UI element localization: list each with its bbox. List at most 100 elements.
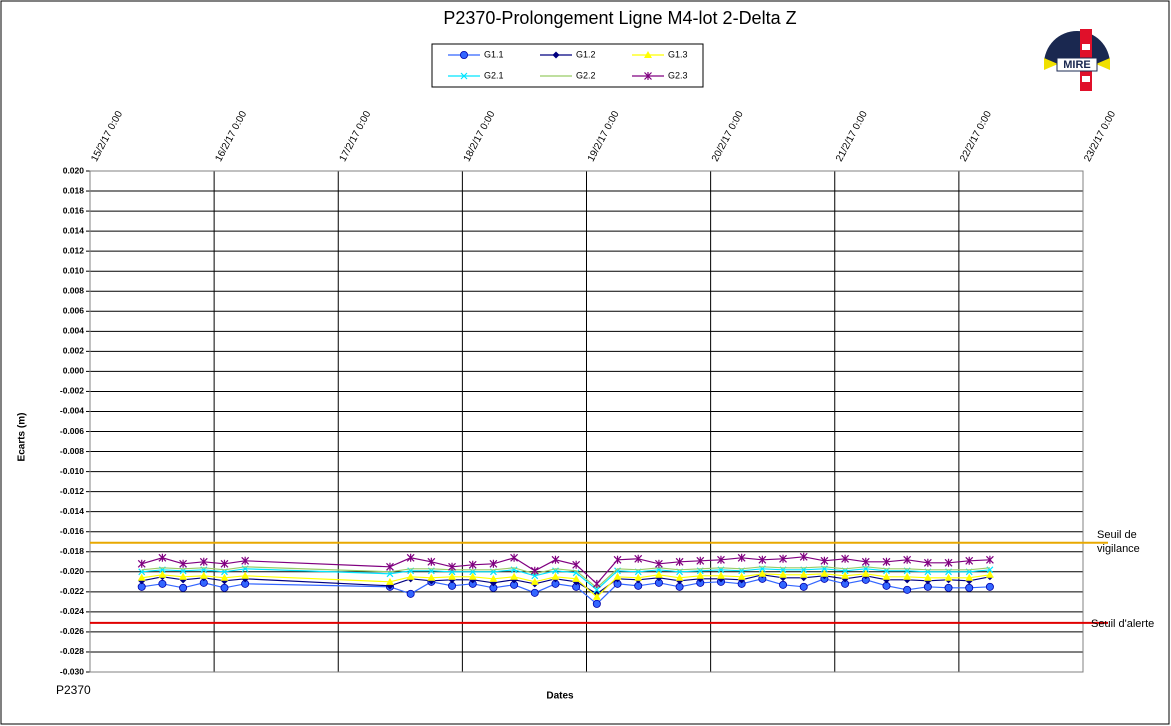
y-tick-label: 0.004	[63, 326, 85, 336]
legend-label: G1.1	[484, 49, 504, 59]
marker	[179, 572, 188, 580]
y-tick-label: -0.018	[60, 546, 84, 556]
marker	[717, 555, 725, 564]
marker	[510, 553, 519, 562]
marker	[675, 557, 684, 566]
marker	[459, 51, 468, 60]
marker	[644, 51, 652, 58]
marker	[220, 559, 229, 568]
marker	[530, 577, 539, 585]
marker	[530, 588, 539, 597]
marker	[903, 585, 912, 594]
y-tick-label: -0.006	[60, 426, 84, 436]
y-tick-label: 0.008	[63, 285, 85, 295]
y-tick-label: -0.014	[60, 506, 84, 516]
marker	[696, 556, 705, 565]
marker	[241, 571, 250, 579]
marker	[985, 570, 994, 578]
marker	[460, 72, 468, 80]
marker	[468, 560, 477, 569]
marker	[737, 572, 746, 580]
marker	[613, 555, 622, 564]
marker	[923, 558, 932, 567]
footer-label: P2370	[56, 683, 91, 697]
marker	[593, 586, 601, 594]
marker	[406, 572, 415, 580]
threshold-label: Seuil de vigilance	[1097, 528, 1140, 555]
marker	[406, 553, 415, 562]
marker	[530, 566, 539, 575]
y-tick-label: -0.008	[60, 446, 84, 456]
y-tick-label: -0.012	[60, 486, 84, 496]
marker	[841, 554, 850, 563]
marker	[820, 569, 829, 577]
marker	[551, 555, 560, 564]
marker	[779, 554, 787, 563]
marker	[592, 599, 601, 608]
y-tick-label: 0.002	[63, 346, 85, 356]
marker	[158, 553, 167, 562]
marker	[737, 553, 746, 562]
y-tick-label: -0.020	[60, 566, 84, 576]
marker	[448, 572, 457, 580]
y-tick-label: 0.010	[63, 265, 85, 275]
chart-title: P2370-Prolongement Ligne M4-lot 2-Delta …	[443, 8, 796, 28]
legend-label: G2.2	[576, 70, 596, 80]
marker	[882, 572, 891, 580]
marker	[675, 573, 684, 581]
y-tick-label: -0.002	[60, 386, 84, 396]
marker	[799, 582, 808, 591]
logo: MIRE	[1043, 27, 1111, 92]
marker	[944, 558, 953, 567]
marker	[137, 559, 146, 568]
marker	[799, 552, 808, 561]
marker	[468, 572, 477, 580]
legend-label: G1.3	[668, 49, 688, 59]
marker	[592, 579, 601, 588]
marker	[179, 559, 188, 568]
marker	[489, 559, 498, 568]
marker	[779, 580, 788, 589]
marker	[427, 557, 436, 566]
logo-arc	[1044, 31, 1110, 64]
series-line	[141, 573, 990, 598]
marker	[985, 582, 994, 591]
marker	[654, 559, 663, 568]
y-tick-label: 0.012	[63, 245, 85, 255]
y-tick-label: -0.004	[60, 406, 84, 416]
marker	[199, 571, 208, 579]
plot-border	[89, 170, 1084, 673]
marker	[386, 562, 394, 571]
marker	[179, 583, 188, 592]
logo-bar-stripe	[1082, 76, 1090, 82]
legend-label: G1.2	[576, 49, 596, 59]
marker	[634, 573, 643, 581]
marker	[572, 574, 581, 582]
y-tick-label: 0.014	[63, 225, 85, 235]
marker	[882, 557, 891, 566]
y-tick-label: 0.000	[63, 366, 85, 376]
marker	[552, 51, 560, 59]
series-line	[141, 556, 990, 585]
legend-label: G2.1	[484, 70, 504, 80]
marker	[758, 569, 767, 577]
y-tick-label: -0.016	[60, 526, 84, 536]
marker	[841, 571, 850, 579]
marker	[779, 570, 788, 578]
marker	[944, 583, 953, 592]
y-tick-label: 0.018	[63, 185, 85, 195]
logo-text: MIRE	[1063, 59, 1091, 71]
marker	[427, 573, 436, 581]
marker	[489, 574, 498, 582]
logo-label-bg	[1056, 57, 1098, 72]
y-axis-title: Ecarts (m)	[17, 413, 28, 462]
marker	[613, 572, 622, 580]
y-tick-label: 0.006	[63, 306, 85, 316]
y-tick-label: -0.028	[60, 646, 84, 656]
marker	[758, 555, 767, 564]
marker	[903, 572, 912, 580]
marker	[158, 570, 167, 578]
